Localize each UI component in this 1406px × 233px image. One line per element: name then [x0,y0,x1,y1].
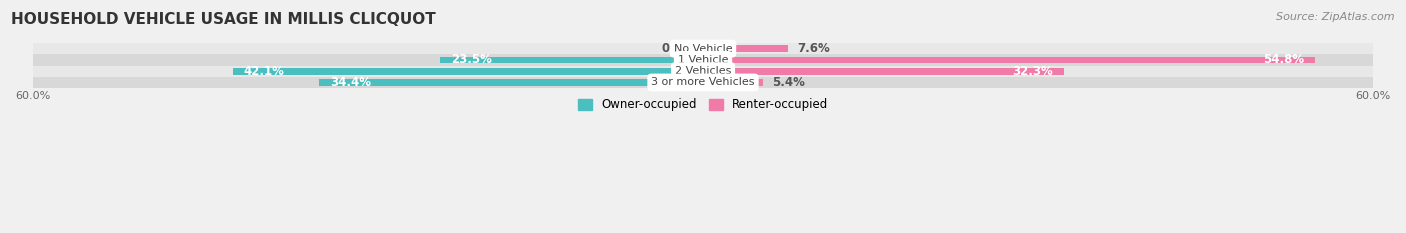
Bar [703,68,1064,75]
Text: 0.0%: 0.0% [661,42,695,55]
Text: 23.5%: 23.5% [451,53,492,66]
Text: 1 Vehicle: 1 Vehicle [678,55,728,65]
Text: 2 Vehicles: 2 Vehicles [675,66,731,76]
Text: 32.3%: 32.3% [1012,65,1053,78]
Legend: Owner-occupied, Renter-occupied: Owner-occupied, Renter-occupied [572,94,834,116]
Bar [319,79,703,86]
Bar [703,45,787,52]
Bar [32,54,1374,65]
Text: 54.8%: 54.8% [1263,53,1305,66]
Bar [32,65,1374,77]
Text: No Vehicle: No Vehicle [673,44,733,54]
Text: 7.6%: 7.6% [797,42,830,55]
Bar [32,77,1374,88]
Bar [232,68,703,75]
Text: Source: ZipAtlas.com: Source: ZipAtlas.com [1277,12,1395,22]
Text: 3 or more Vehicles: 3 or more Vehicles [651,78,755,87]
Text: HOUSEHOLD VEHICLE USAGE IN MILLIS CLICQUOT: HOUSEHOLD VEHICLE USAGE IN MILLIS CLICQU… [11,12,436,27]
Text: 34.4%: 34.4% [330,76,371,89]
Bar [32,43,1374,54]
Text: 5.4%: 5.4% [772,76,806,89]
Bar [703,57,1315,63]
Bar [440,57,703,63]
Bar [703,79,763,86]
Text: 42.1%: 42.1% [243,65,284,78]
